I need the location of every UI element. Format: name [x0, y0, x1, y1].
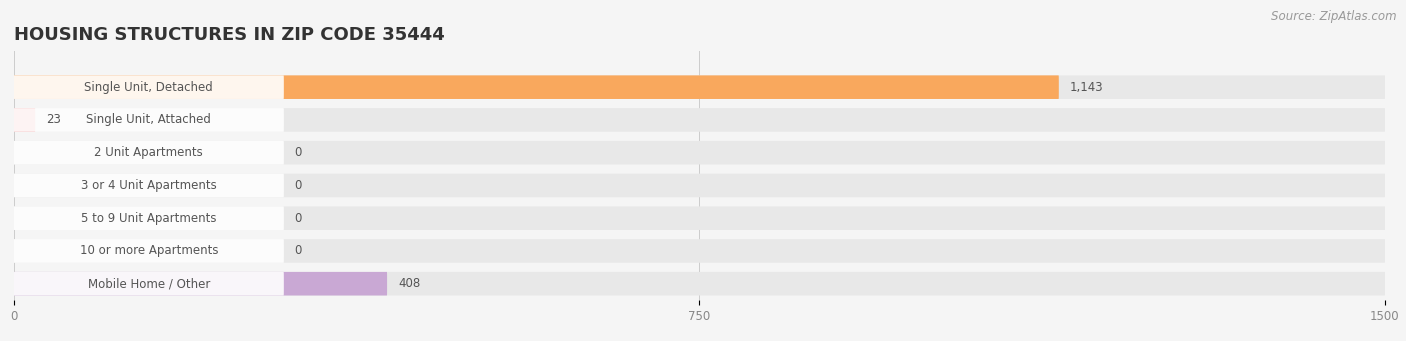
Text: 5 to 9 Unit Apartments: 5 to 9 Unit Apartments — [82, 212, 217, 225]
Text: 23: 23 — [46, 114, 60, 127]
Text: Mobile Home / Other: Mobile Home / Other — [87, 277, 209, 290]
Text: 2 Unit Apartments: 2 Unit Apartments — [94, 146, 204, 159]
Text: HOUSING STRUCTURES IN ZIP CODE 35444: HOUSING STRUCTURES IN ZIP CODE 35444 — [14, 26, 444, 44]
FancyBboxPatch shape — [14, 206, 1385, 230]
FancyBboxPatch shape — [14, 272, 284, 296]
FancyBboxPatch shape — [14, 239, 284, 263]
FancyBboxPatch shape — [14, 141, 284, 164]
FancyBboxPatch shape — [14, 108, 35, 132]
Text: Source: ZipAtlas.com: Source: ZipAtlas.com — [1271, 10, 1396, 23]
FancyBboxPatch shape — [14, 108, 284, 132]
FancyBboxPatch shape — [14, 239, 1385, 263]
FancyBboxPatch shape — [14, 174, 284, 197]
FancyBboxPatch shape — [14, 75, 284, 99]
Text: Single Unit, Detached: Single Unit, Detached — [84, 81, 214, 94]
Text: 0: 0 — [295, 212, 302, 225]
FancyBboxPatch shape — [14, 272, 1385, 296]
FancyBboxPatch shape — [14, 272, 387, 296]
FancyBboxPatch shape — [14, 75, 1059, 99]
FancyBboxPatch shape — [14, 206, 284, 230]
Text: 408: 408 — [398, 277, 420, 290]
Text: 0: 0 — [295, 146, 302, 159]
FancyBboxPatch shape — [14, 75, 1385, 99]
Text: 0: 0 — [295, 244, 302, 257]
Text: 1,143: 1,143 — [1070, 81, 1104, 94]
FancyBboxPatch shape — [14, 174, 1385, 197]
Text: 3 or 4 Unit Apartments: 3 or 4 Unit Apartments — [82, 179, 217, 192]
FancyBboxPatch shape — [14, 141, 1385, 164]
Text: 10 or more Apartments: 10 or more Apartments — [80, 244, 218, 257]
FancyBboxPatch shape — [14, 108, 1385, 132]
Text: Single Unit, Attached: Single Unit, Attached — [86, 114, 211, 127]
Text: 0: 0 — [295, 179, 302, 192]
